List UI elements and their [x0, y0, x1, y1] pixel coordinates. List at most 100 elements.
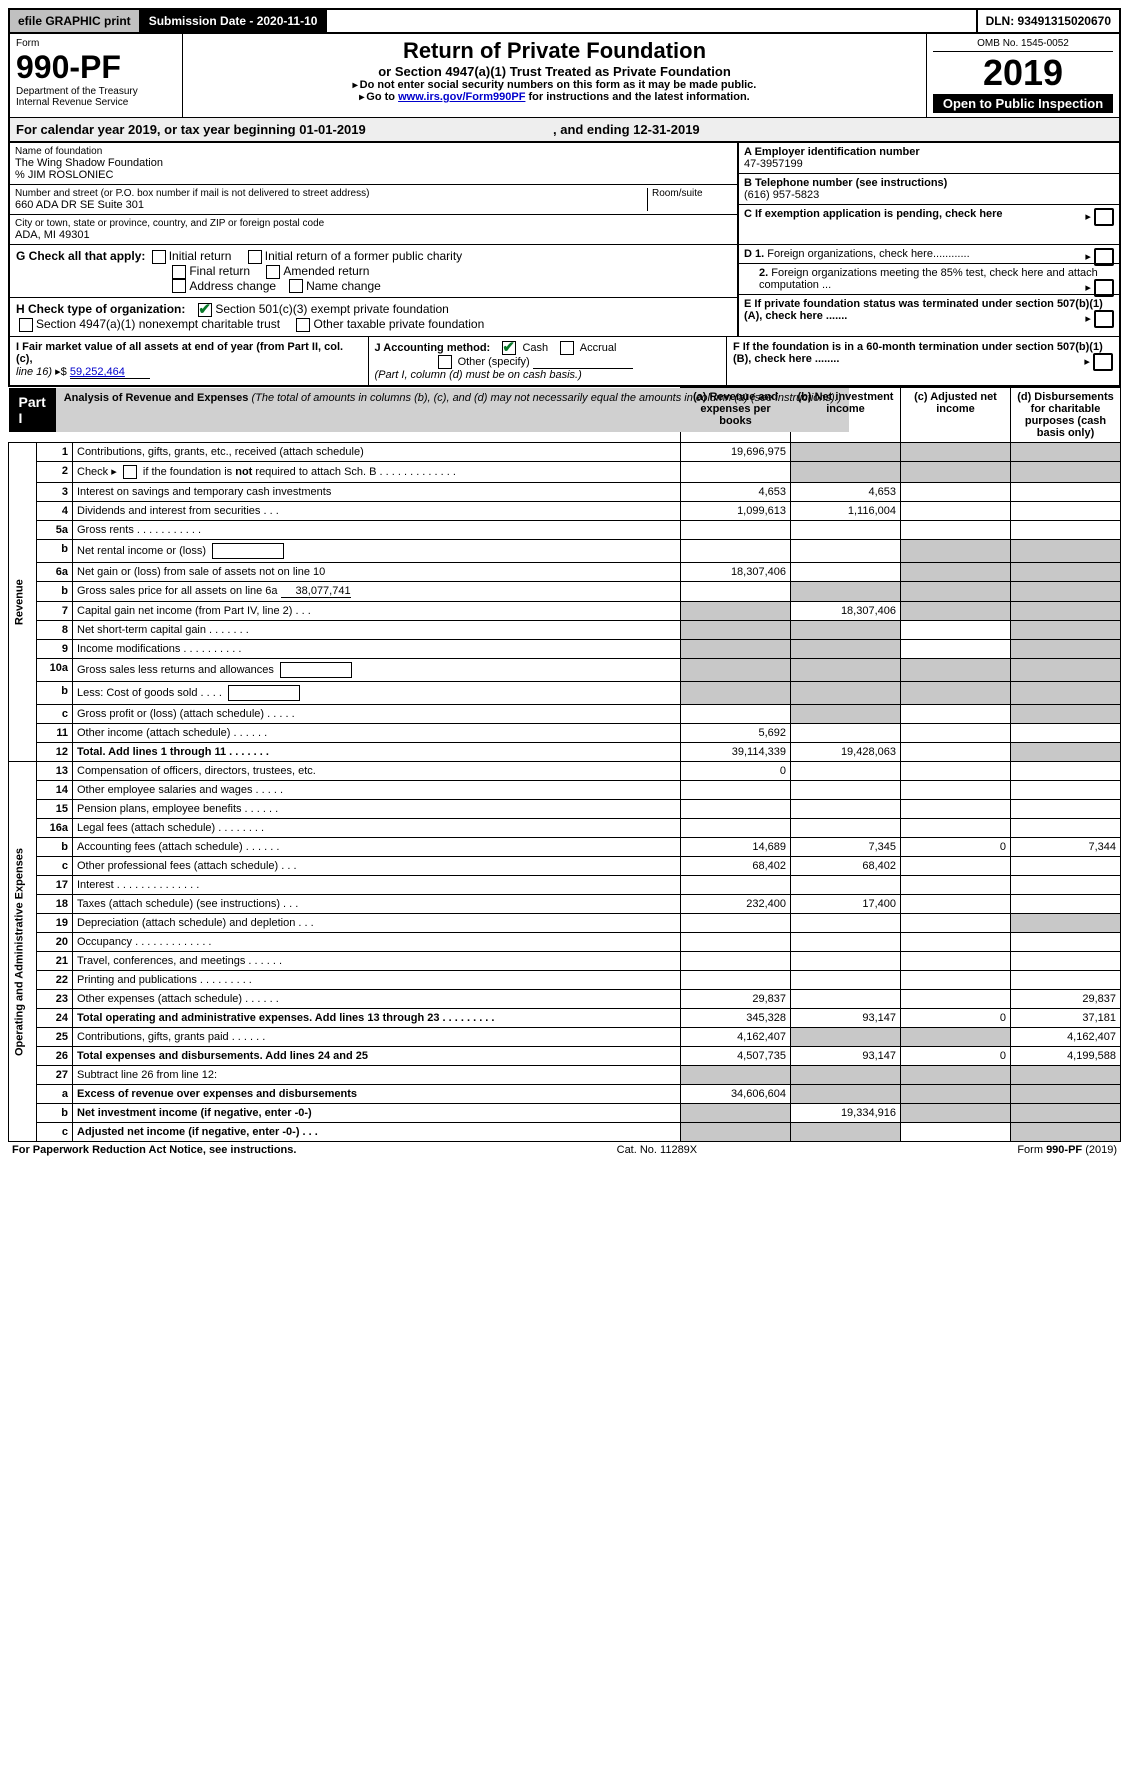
row-desc: Net short-term capital gain . . . . . . …	[73, 621, 681, 640]
row-desc: Accounting fees (attach schedule) . . . …	[73, 838, 681, 857]
row-number: 22	[37, 971, 73, 990]
check-cash[interactable]	[502, 341, 516, 355]
table-row: cAdjusted net income (if negative, enter…	[9, 1123, 1121, 1142]
row-desc: Taxes (attach schedule) (see instruction…	[73, 895, 681, 914]
table-row: 18Taxes (attach schedule) (see instructi…	[9, 895, 1121, 914]
cell-b	[791, 876, 901, 895]
irs-link[interactable]: www.irs.gov/Form990PF	[398, 91, 525, 103]
cell-c: 0	[901, 1009, 1011, 1028]
check-name[interactable]	[289, 279, 303, 293]
ident-block: Name of foundation The Wing Shadow Found…	[8, 143, 1121, 245]
check-final[interactable]	[172, 265, 186, 279]
cell-a: 4,507,735	[681, 1047, 791, 1066]
cell-a	[681, 602, 791, 621]
check-other-method[interactable]	[438, 355, 452, 369]
row-number: b	[37, 540, 73, 563]
cell-b	[791, 1085, 901, 1104]
cell-d	[1011, 582, 1121, 602]
form-title: Return of Private Foundation	[189, 38, 920, 64]
ein-value: 47-3957199	[744, 158, 1114, 170]
table-row: cGross profit or (loss) (attach schedule…	[9, 705, 1121, 724]
check-address[interactable]	[172, 279, 186, 293]
cell-b	[791, 1028, 901, 1047]
row-number: 23	[37, 990, 73, 1009]
cell-d	[1011, 563, 1121, 582]
cell-d	[1011, 462, 1121, 483]
cell-b	[791, 563, 901, 582]
row-number: 18	[37, 895, 73, 914]
table-row: 17Interest . . . . . . . . . . . . . .	[9, 876, 1121, 895]
check-d2[interactable]	[1094, 279, 1114, 297]
check-501c3[interactable]	[198, 303, 212, 317]
cell-b	[791, 1066, 901, 1085]
cell-c	[901, 971, 1011, 990]
table-row: 11Other income (attach schedule) . . . .…	[9, 724, 1121, 743]
check-e[interactable]	[1094, 310, 1114, 328]
cell-b	[791, 800, 901, 819]
row-number: c	[37, 1123, 73, 1142]
cell-a: 34,606,604	[681, 1085, 791, 1104]
form-id-block: Form 990-PF Department of the Treasury I…	[10, 34, 183, 117]
check-d1[interactable]	[1094, 248, 1114, 266]
cell-d	[1011, 521, 1121, 540]
cell-a: 14,689	[681, 838, 791, 857]
check-amended[interactable]	[266, 265, 280, 279]
tax-year: 2019	[933, 52, 1113, 94]
table-row: 14Other employee salaries and wages . . …	[9, 781, 1121, 800]
addr-label: Number and street (or P.O. box number if…	[15, 188, 647, 199]
check-section: G Check all that apply: Initial return I…	[8, 245, 1121, 337]
cell-c	[901, 582, 1011, 602]
table-row: 10aGross sales less returns and allowanc…	[9, 659, 1121, 682]
form-number: 990-PF	[16, 49, 176, 86]
part1-table: Part I Analysis of Revenue and Expenses …	[8, 387, 1121, 1142]
omb-label: OMB No. 1545-0052	[933, 38, 1113, 52]
expenses-side-label: Operating and Administrative Expenses	[9, 762, 37, 1142]
table-row: bAccounting fees (attach schedule) . . .…	[9, 838, 1121, 857]
row-number: 14	[37, 781, 73, 800]
cell-d	[1011, 857, 1121, 876]
cell-b	[791, 462, 901, 483]
cell-c	[901, 990, 1011, 1009]
cell-d: 29,837	[1011, 990, 1121, 1009]
check-c[interactable]	[1094, 208, 1114, 226]
cell-d	[1011, 1104, 1121, 1123]
row-desc: Total. Add lines 1 through 11 . . . . . …	[73, 743, 681, 762]
cell-c	[901, 895, 1011, 914]
check-4947[interactable]	[19, 318, 33, 332]
check-accrual[interactable]	[560, 341, 574, 355]
check-initial[interactable]	[152, 250, 166, 264]
cell-a	[681, 1066, 791, 1085]
cell-c	[901, 876, 1011, 895]
note2: Go to www.irs.gov/Form990PF for instruct…	[189, 91, 920, 103]
row-desc: Interest on savings and temporary cash i…	[73, 483, 681, 502]
cell-c	[901, 1104, 1011, 1123]
care-of: % JIM ROSLONIEC	[15, 169, 732, 181]
cell-c	[901, 462, 1011, 483]
row-desc: Total operating and administrative expen…	[73, 1009, 681, 1028]
fmv-link[interactable]: 59,252,464	[70, 366, 150, 379]
row-desc: Depreciation (attach schedule) and deple…	[73, 914, 681, 933]
table-row: 5aGross rents . . . . . . . . . . .	[9, 521, 1121, 540]
exemption-label: C If exemption application is pending, c…	[744, 208, 1003, 220]
cell-b	[791, 724, 901, 743]
cell-c	[901, 621, 1011, 640]
cell-d	[1011, 800, 1121, 819]
row-number: a	[37, 1085, 73, 1104]
cell-b: 93,147	[791, 1047, 901, 1066]
city-state-zip: ADA, MI 49301	[15, 229, 732, 241]
room-label: Room/suite	[652, 188, 732, 199]
row-number: 11	[37, 724, 73, 743]
row-number: 19	[37, 914, 73, 933]
cell-b	[791, 781, 901, 800]
check-f[interactable]	[1093, 353, 1113, 371]
cell-d	[1011, 724, 1121, 743]
cell-d	[1011, 659, 1121, 682]
cell-d	[1011, 443, 1121, 462]
row-desc: Total expenses and disbursements. Add li…	[73, 1047, 681, 1066]
cell-c	[901, 705, 1011, 724]
table-row: 21Travel, conferences, and meetings . . …	[9, 952, 1121, 971]
check-other-tax[interactable]	[296, 318, 310, 332]
check-initial-former[interactable]	[248, 250, 262, 264]
row-number: 21	[37, 952, 73, 971]
cell-a	[681, 659, 791, 682]
